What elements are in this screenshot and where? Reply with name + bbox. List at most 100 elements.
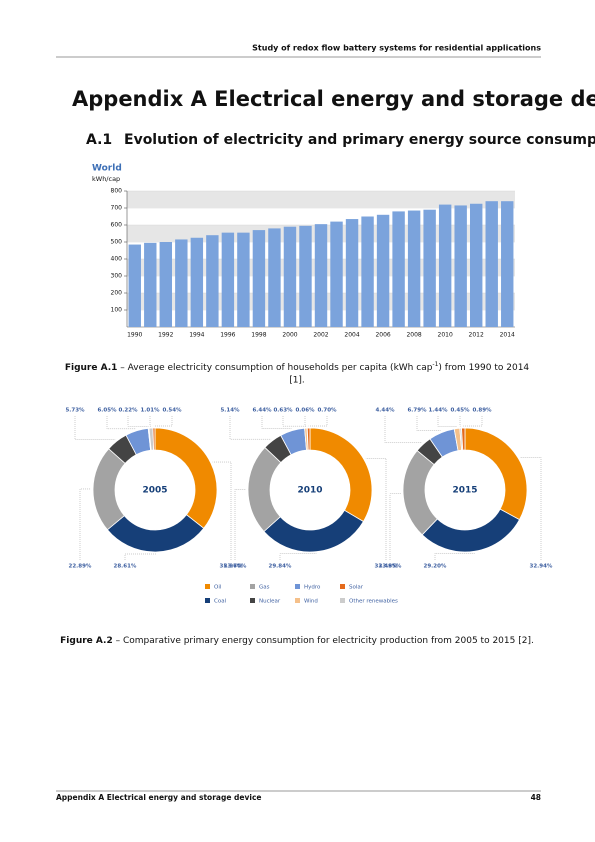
donut-center-label: 2010 — [297, 486, 322, 496]
y-tick-label: 100 — [111, 307, 123, 314]
bar — [268, 228, 281, 327]
bar — [345, 219, 359, 327]
x-tick-label: 2002 — [313, 332, 328, 339]
data-label: 28.61% — [114, 564, 137, 570]
bar — [438, 204, 452, 327]
donut-slice — [152, 427, 156, 451]
leader-line — [416, 416, 441, 432]
x-tick-label: 1992 — [158, 332, 173, 339]
legend-swatch — [205, 598, 210, 603]
leader-line — [212, 461, 232, 560]
x-tick-label: 2012 — [469, 332, 484, 339]
bar — [206, 235, 219, 327]
legend-swatch — [340, 584, 345, 589]
running-header: Study of redox flow battery systems for … — [252, 44, 541, 53]
data-label: 23.85% — [379, 564, 402, 570]
leader-line — [279, 553, 317, 560]
leader-line — [437, 416, 457, 427]
leader-line — [389, 493, 402, 560]
data-label: 4.44% — [375, 408, 395, 414]
legend-label: Nuclear — [259, 599, 281, 605]
legend-swatch — [295, 584, 300, 589]
legend-swatch — [295, 598, 300, 603]
caption-text: – Average electricity consumption of hou… — [117, 363, 432, 373]
bar — [469, 203, 483, 327]
y-tick-label: 400 — [111, 256, 123, 263]
x-tick-label: 2014 — [500, 332, 515, 339]
caption-label: Figure A.1 — [65, 363, 118, 373]
leader-line — [463, 416, 483, 427]
caption-text: – Comparative primary energy consumption… — [113, 636, 534, 646]
bar — [175, 239, 188, 327]
data-label: 0.70% — [317, 408, 337, 414]
donut-slice — [154, 427, 218, 529]
bar — [190, 237, 204, 327]
bar — [221, 232, 235, 327]
bar — [330, 221, 343, 327]
data-label: 5.14% — [220, 408, 240, 414]
data-label: 29.84% — [269, 564, 292, 570]
bar — [128, 244, 141, 327]
data-label: 0.45% — [450, 408, 470, 414]
data-label: 0.06% — [295, 408, 315, 414]
x-tick-label: 1990 — [127, 332, 142, 339]
leader-line — [234, 489, 247, 560]
page-number: 48 — [531, 793, 541, 802]
data-label: 5.73% — [65, 408, 85, 414]
caption-ref: [1]. — [289, 376, 305, 386]
data-label: 1.01% — [140, 408, 160, 414]
y-tick-label: 700 — [111, 205, 123, 212]
data-label: 22.89% — [69, 564, 92, 570]
bar — [252, 230, 266, 327]
legend-label: Solar — [349, 585, 364, 591]
legend-swatch — [340, 598, 345, 603]
donut-slice — [461, 427, 466, 451]
x-tick-label: 1994 — [189, 332, 204, 339]
y-tick-label: 600 — [111, 222, 123, 229]
section-number: A.1 — [86, 132, 112, 148]
legend-label: Gas — [259, 585, 270, 591]
caption-label: Figure A.2 — [60, 636, 113, 646]
legend-label: Coal — [214, 599, 227, 605]
data-label: 0.63% — [273, 408, 293, 414]
leader-line — [304, 416, 308, 427]
leader-line — [520, 457, 542, 560]
donut-slice — [306, 427, 311, 451]
legend-label: Other renewables — [349, 599, 398, 605]
data-label: 33.49% — [375, 564, 398, 570]
legend-label: Wind — [304, 599, 318, 605]
bar — [423, 209, 436, 327]
legend-swatch — [250, 598, 255, 603]
leader-line — [124, 553, 156, 560]
bar — [392, 211, 405, 327]
legend-swatch — [205, 584, 210, 589]
leader-line — [282, 416, 306, 427]
bar — [407, 210, 421, 327]
bar — [299, 225, 312, 327]
legend-swatch — [250, 584, 255, 589]
x-tick-label: 1996 — [220, 332, 235, 339]
bar — [314, 224, 328, 327]
caption: Figure A.2 – Comparative primary energy … — [60, 636, 534, 646]
leader-line — [153, 416, 173, 427]
x-tick-label: 1998 — [251, 332, 266, 339]
leader-line — [74, 416, 116, 440]
x-tick-label: 2004 — [344, 332, 359, 339]
donut-center-label: 2015 — [452, 486, 477, 496]
data-label: 1.44% — [428, 408, 448, 414]
y-tick-label: 300 — [111, 273, 123, 280]
leader-line — [127, 416, 149, 427]
data-label: 0.54% — [162, 408, 182, 414]
data-label: 32.94% — [530, 564, 553, 570]
bar — [159, 242, 173, 327]
bar — [144, 242, 157, 327]
leader-line — [308, 416, 328, 427]
axis-label: kWh/cap — [92, 175, 120, 183]
x-tick-label: 2000 — [282, 332, 297, 339]
leader-line — [384, 416, 422, 444]
data-label: 6.05% — [97, 408, 117, 414]
bar — [485, 201, 498, 327]
x-tick-label: 2008 — [406, 332, 421, 339]
